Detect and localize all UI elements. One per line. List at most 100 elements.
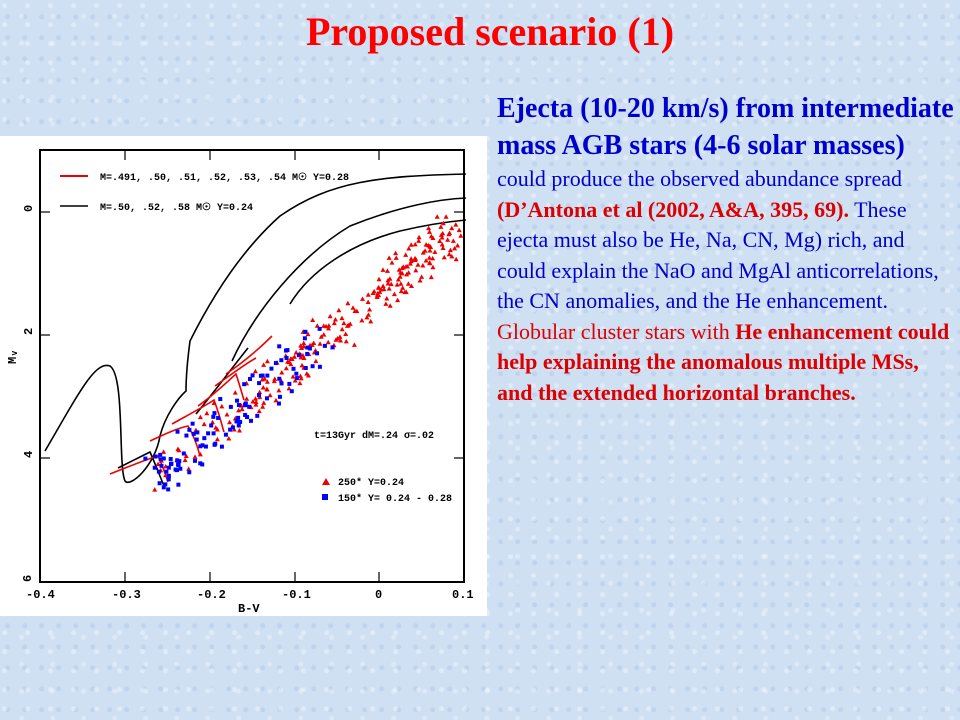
- blue-square-point: [284, 356, 289, 361]
- red-triangle-point: [227, 419, 233, 425]
- blue-square-point: [195, 430, 200, 435]
- red-triangle-point: [253, 402, 259, 407]
- red-triangle-point: [321, 332, 327, 337]
- red-triangle-point: [374, 294, 380, 299]
- blue-square-point: [243, 412, 248, 417]
- legend-red-label: M=.491, .50, .51, .52, .53, .54 M☉ Y=0.2…: [100, 172, 349, 184]
- blue-square-point: [175, 429, 180, 434]
- red-triangle-point: [452, 245, 458, 251]
- red-triangle-point: [428, 274, 434, 280]
- red-triangle-point: [297, 373, 303, 379]
- red-triangle-point: [375, 291, 381, 296]
- citation: (D’Antona et al (2002, A&A, 395, 69).: [497, 196, 849, 222]
- blue-square-point: [190, 421, 195, 426]
- red-triangle-point: [449, 253, 455, 259]
- red-triangle-point: [439, 235, 445, 240]
- red-triangle-point: [286, 359, 292, 365]
- blue-square-point: [276, 401, 281, 406]
- blue-square-point: [192, 458, 197, 463]
- red-triangle-point: [395, 297, 401, 303]
- blue-square-point: [277, 394, 282, 399]
- blue-square-point: [153, 454, 158, 459]
- blue-square-point: [219, 444, 224, 449]
- blue-square-point: [260, 373, 265, 378]
- blue-square-point: [228, 404, 233, 409]
- red-triangle-point: [360, 296, 366, 301]
- red-triangle-point: [375, 285, 381, 290]
- blue-square-point: [245, 415, 250, 420]
- paragraph-ejecta: could produce the observed abundance spr…: [497, 164, 957, 317]
- red-triangle-point: [427, 229, 433, 234]
- red-triangle-point: [183, 453, 189, 459]
- model-annotation: t=13Gyr dM=.24 σ=.02: [314, 430, 434, 442]
- red-triangle-point: [365, 299, 371, 305]
- red-triangle-point: [350, 305, 356, 310]
- blue-square-point: [176, 482, 181, 487]
- red-triangle-point: [318, 334, 324, 339]
- red-triangle-point: [339, 315, 345, 321]
- red-triangle-point: [417, 278, 423, 283]
- red-triangle-point: [423, 257, 429, 263]
- red-triangle-point: [291, 354, 297, 359]
- blue-square-point: [295, 376, 300, 381]
- red-triangle-point: [256, 408, 262, 414]
- x-tick-label: -0.3: [112, 588, 141, 602]
- blue-square-point: [164, 469, 169, 474]
- red-triangle-point: [197, 414, 203, 420]
- x-tick-label: -0.4: [26, 588, 55, 602]
- red-track: [214, 357, 257, 387]
- blue-square-point: [161, 485, 166, 490]
- red-triangle-point: [299, 362, 305, 368]
- red-triangle-point: [453, 256, 459, 262]
- red-triangle-point: [447, 230, 453, 235]
- blue-square-point: [307, 346, 312, 351]
- red-triangle-point: [337, 338, 343, 343]
- red-triangle-point: [236, 407, 242, 413]
- red-triangle-point: [325, 339, 331, 345]
- blue-square-point: [287, 381, 292, 386]
- blue-square-point: [322, 343, 327, 348]
- red-triangle-point: [305, 331, 311, 337]
- red-triangle-point: [260, 384, 266, 390]
- blue-square-point: [305, 351, 310, 356]
- red-triangle-point: [211, 400, 217, 406]
- red-triangle-point: [437, 238, 443, 243]
- blue-square-point: [169, 462, 174, 467]
- blue-square-point: [285, 348, 290, 353]
- blue-square-point: [236, 415, 241, 420]
- red-triangle-point: [292, 378, 298, 383]
- red-triangle-point: [427, 260, 433, 265]
- legend-black-label: M=.50, .52, .58 M☉ Y=0.24: [100, 202, 253, 214]
- red-track: [171, 398, 225, 433]
- x-tick-label: 0: [375, 588, 382, 602]
- red-triangle-point: [175, 446, 181, 452]
- blue-square-point: [163, 482, 168, 487]
- red-triangle-point: [408, 242, 414, 247]
- blue-square-point: [203, 444, 208, 449]
- red-triangle-point: [253, 396, 259, 401]
- blue-square-point: [289, 389, 294, 394]
- red-triangle-point: [400, 285, 406, 290]
- blue-square-point: [166, 473, 171, 478]
- red-triangle-point: [383, 301, 389, 306]
- blue-square-point: [242, 382, 247, 387]
- blue-square-point: [184, 433, 189, 438]
- legend-square-marker: [322, 494, 328, 500]
- red-triangle-point: [317, 341, 323, 346]
- red-triangle-point: [276, 387, 282, 393]
- red-triangle-point: [301, 355, 307, 361]
- red-triangle-point: [257, 389, 263, 395]
- blue-square-point: [273, 361, 278, 366]
- red-triangle-point: [333, 337, 339, 342]
- red-triangle-point: [309, 342, 315, 347]
- red-triangle-point: [391, 291, 397, 297]
- blue-square-point: [228, 427, 233, 432]
- red-triangle-point: [289, 356, 295, 361]
- red-triangle-point: [326, 325, 332, 331]
- red-triangle-point: [365, 312, 371, 317]
- red-triangle-point: [420, 263, 426, 268]
- blue-square-point: [168, 456, 173, 461]
- red-triangle-point: [440, 245, 446, 250]
- blue-square-point: [265, 373, 270, 378]
- red-triangle-point: [371, 288, 377, 294]
